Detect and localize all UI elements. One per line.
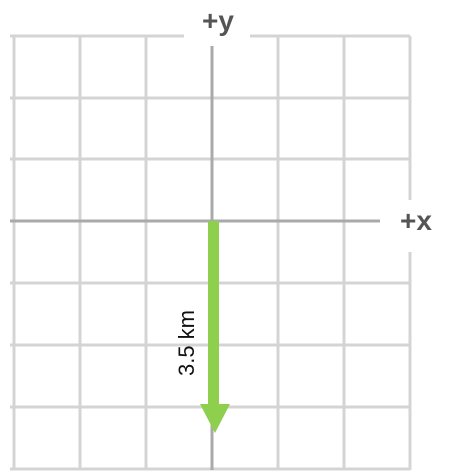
displacement-vector bbox=[200, 221, 230, 433]
y-axis-label: +y bbox=[202, 5, 234, 36]
vector-magnitude-label: 3.5 km bbox=[174, 310, 199, 376]
vector-arrowhead bbox=[200, 404, 230, 433]
vector-shaft bbox=[208, 221, 219, 407]
x-axis-label: +x bbox=[400, 205, 432, 236]
